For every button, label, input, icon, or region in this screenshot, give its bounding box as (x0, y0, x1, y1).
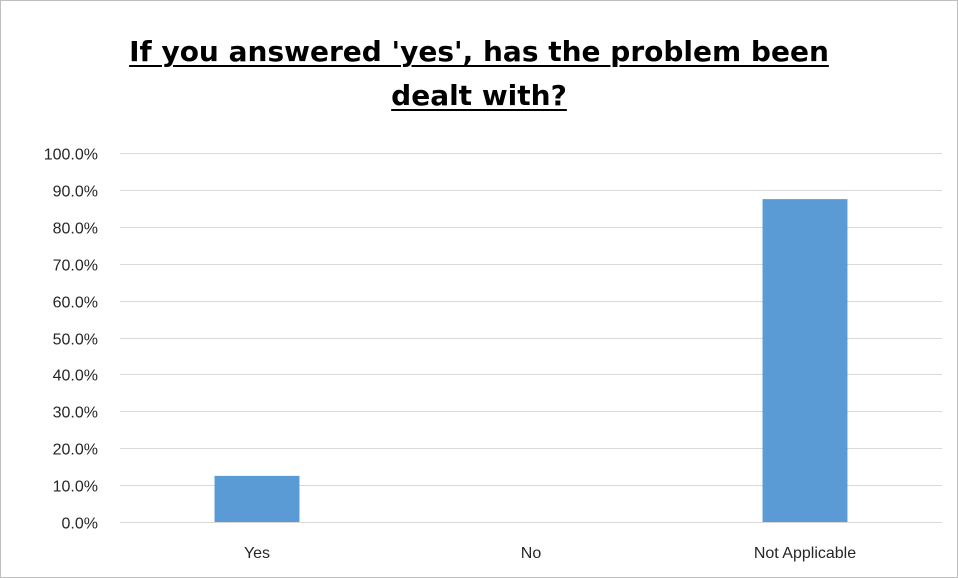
x-tick-labels: Yes No Not Applicable (244, 545, 856, 562)
y-tick-label: 40.0% (53, 368, 98, 385)
y-tick-label: 10.0% (53, 479, 98, 496)
bar-yes (214, 475, 300, 522)
x-tick-label: No (521, 545, 542, 562)
y-tick-labels: 0.0% 10.0% 20.0% 30.0% 40.0% 50.0% 60.0% 70.0% 8… (44, 147, 98, 533)
y-tick-label: 80.0% (53, 221, 98, 238)
y-tick-label: 0.0% (62, 516, 98, 533)
chart-title: If you answered 'yes', has the problem b… (0, 30, 958, 118)
y-tick-label: 30.0% (53, 405, 98, 422)
y-tick-label: 90.0% (53, 184, 98, 201)
y-tick-label: 70.0% (53, 258, 98, 275)
bars (214, 199, 848, 522)
y-tick-label: 20.0% (53, 442, 98, 459)
bar-not-applicable (762, 199, 848, 522)
x-tick-label: Yes (244, 545, 270, 562)
y-tick-label: 50.0% (53, 332, 98, 349)
y-tick-label: 100.0% (44, 147, 98, 164)
x-tick-label: Not Applicable (754, 545, 856, 562)
y-tick-label: 60.0% (53, 295, 98, 312)
chart-title-text: If you answered 'yes', has the problem b… (129, 35, 829, 112)
